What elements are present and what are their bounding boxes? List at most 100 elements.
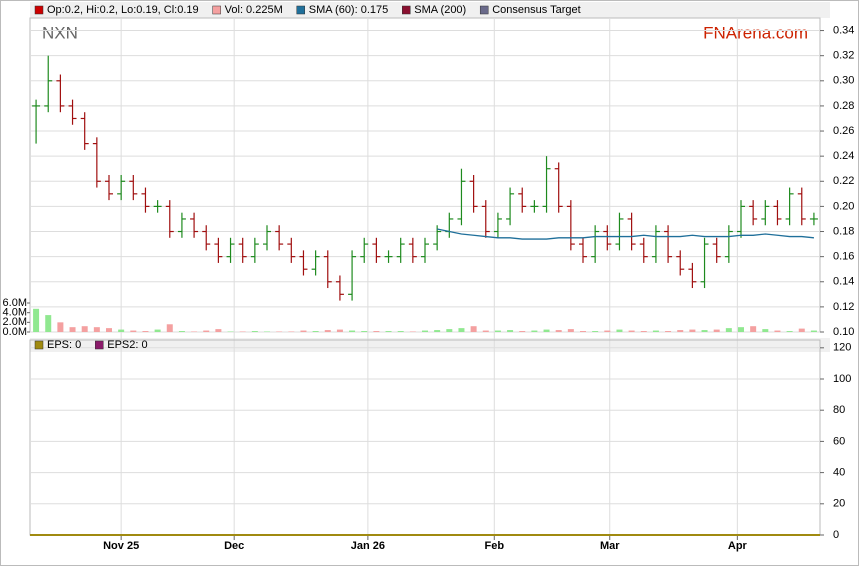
volume-bar	[592, 331, 599, 332]
legend-swatch	[212, 5, 221, 15]
volume-bar	[786, 331, 793, 332]
chart-title: NXN	[42, 23, 78, 42]
y-tick-label: 0.32	[833, 50, 854, 62]
volume-bar	[106, 328, 112, 332]
volume-bar	[482, 330, 489, 332]
legend-swatch	[34, 5, 44, 15]
volume-bar	[713, 329, 720, 332]
volume-bar	[215, 329, 222, 332]
y-tick-label: 0.14	[833, 276, 854, 288]
y-tick-label: 0.30	[833, 75, 854, 87]
volume-bar	[434, 330, 441, 332]
y-tick-label: 0.18	[833, 225, 854, 237]
volume-bar	[385, 331, 392, 332]
volume-bar	[470, 326, 477, 332]
legend-swatch	[402, 5, 411, 15]
y-tick-label: 100	[833, 373, 851, 385]
volume-bar	[750, 326, 757, 332]
volume-bar	[555, 330, 562, 332]
x-tick-label: Feb	[484, 540, 504, 552]
volume-bar	[69, 327, 76, 332]
y-tick-label: 0.10	[833, 326, 854, 338]
volume-bar	[580, 331, 586, 332]
volume-bar	[93, 327, 100, 332]
volume-bar	[312, 331, 319, 332]
y2-tick-label: 4.0M	[3, 307, 27, 319]
volume-bar	[665, 331, 672, 332]
y-tick-label: 40	[833, 467, 845, 479]
volume-bar	[519, 331, 526, 332]
volume-bar	[458, 328, 465, 332]
volume-bar	[701, 330, 708, 332]
volume-bar	[361, 331, 368, 332]
volume-bar	[652, 330, 659, 332]
brand: FNArena.com	[703, 23, 808, 42]
volume-bar	[531, 330, 538, 332]
volume-bar	[738, 327, 744, 332]
volume-bar	[810, 330, 817, 332]
volume-bar	[154, 329, 161, 332]
y-tick-label: 0.20	[833, 200, 854, 212]
volume-bar	[166, 324, 173, 332]
volume-bar	[142, 331, 149, 332]
y-tick-label: 20	[833, 498, 845, 510]
volume-bar	[604, 330, 611, 332]
x-tick-label: Mar	[600, 540, 620, 552]
y-tick-label: 0.16	[833, 251, 854, 263]
volume-bar	[336, 329, 343, 332]
x-tick-label: Apr	[728, 540, 748, 552]
volume-bar	[494, 330, 501, 332]
y-tick-label: 0.22	[833, 175, 854, 187]
legend-bar	[30, 2, 830, 18]
volume-bar	[81, 326, 88, 332]
volume-bar	[397, 331, 404, 332]
volume-bar	[446, 329, 453, 332]
volume-bar	[422, 330, 428, 332]
y-tick-label: 0.12	[833, 301, 854, 313]
volume-bar	[677, 330, 684, 332]
y2-tick-label: 6.0M	[3, 297, 27, 309]
y-tick-label: 0.34	[833, 24, 854, 36]
legend-label: Vol: 0.225M	[225, 4, 283, 16]
y-tick-label: 120	[833, 342, 851, 354]
y-tick-label: 0.24	[833, 150, 854, 162]
volume-bar	[57, 322, 64, 332]
volume-bar	[798, 328, 805, 332]
volume-bar	[689, 329, 696, 332]
legend-swatch	[34, 340, 44, 350]
volume-bar	[203, 330, 210, 332]
volume-bar	[762, 329, 769, 332]
y-tick-label: 80	[833, 404, 845, 416]
volume-bar	[507, 330, 514, 332]
legend-bar	[30, 338, 830, 352]
legend-label: EPS2: 0	[107, 339, 147, 351]
legend-swatch	[296, 5, 305, 15]
volume-bar	[349, 330, 356, 332]
volume-bar	[33, 308, 40, 332]
volume-bar	[251, 331, 258, 332]
y-tick-label: 0	[833, 529, 839, 541]
volume-bar	[567, 329, 574, 332]
volume-bar	[543, 329, 550, 332]
legend-label: Op:0.2, Hi:0.2, Lo:0.19, Cl:0.19	[47, 4, 199, 16]
volume-bar	[324, 330, 331, 332]
legend-label: SMA (60): 0.175	[309, 4, 389, 16]
volume-bar	[118, 329, 125, 332]
y-tick-label: 60	[833, 435, 845, 447]
volume-bar	[725, 328, 732, 332]
legend-label: EPS: 0	[47, 339, 81, 351]
volume-bar	[45, 315, 52, 332]
x-tick-label: Jan 26	[351, 540, 385, 552]
y2-tick-label: 2.0M	[3, 316, 27, 328]
y-tick-label: 0.26	[833, 125, 854, 137]
legend-swatch	[95, 340, 104, 350]
y2-tick-label: 0.0M	[3, 326, 27, 338]
legend-label: SMA (200)	[414, 4, 466, 16]
legend-label: Consensus Target	[492, 4, 580, 16]
volume-bar	[130, 330, 137, 332]
volume-bar	[640, 331, 647, 332]
x-tick-label: Nov 25	[103, 540, 139, 552]
